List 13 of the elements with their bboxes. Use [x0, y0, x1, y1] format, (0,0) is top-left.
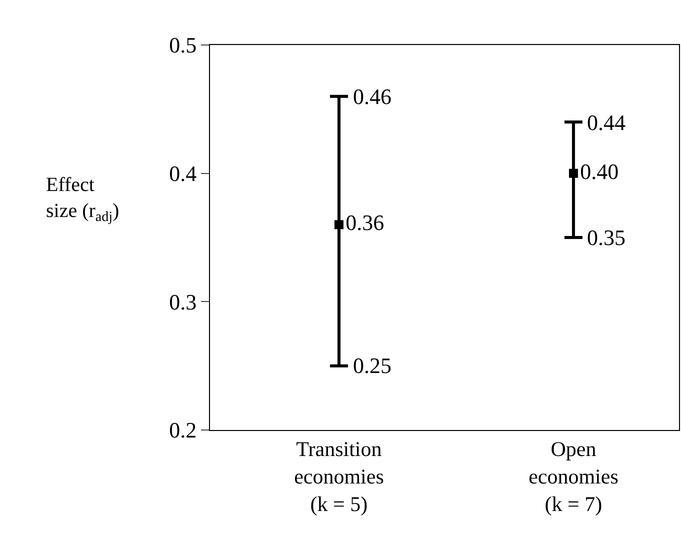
data-label: 0.36: [346, 210, 384, 236]
y-tick-label: 0.3: [169, 289, 197, 314]
y-tick-label: 0.2: [169, 418, 197, 443]
annotation: 0.46: [353, 84, 392, 109]
x-tick-label: Open economies (k = 7): [528, 437, 618, 516]
y-tick-label: 0.5: [169, 32, 197, 58]
annotation: 0.44: [587, 110, 626, 135]
annotation: 0.35: [587, 225, 626, 250]
y-axis-title: Effect size (r$_{adj}$): [46, 174, 120, 226]
annotation: 0.25: [353, 353, 392, 378]
data-label: 0.40: [580, 158, 619, 184]
y-tick-label: 0.4: [169, 161, 197, 186]
x-tick-label: Transition economies (k = 5): [294, 437, 384, 516]
